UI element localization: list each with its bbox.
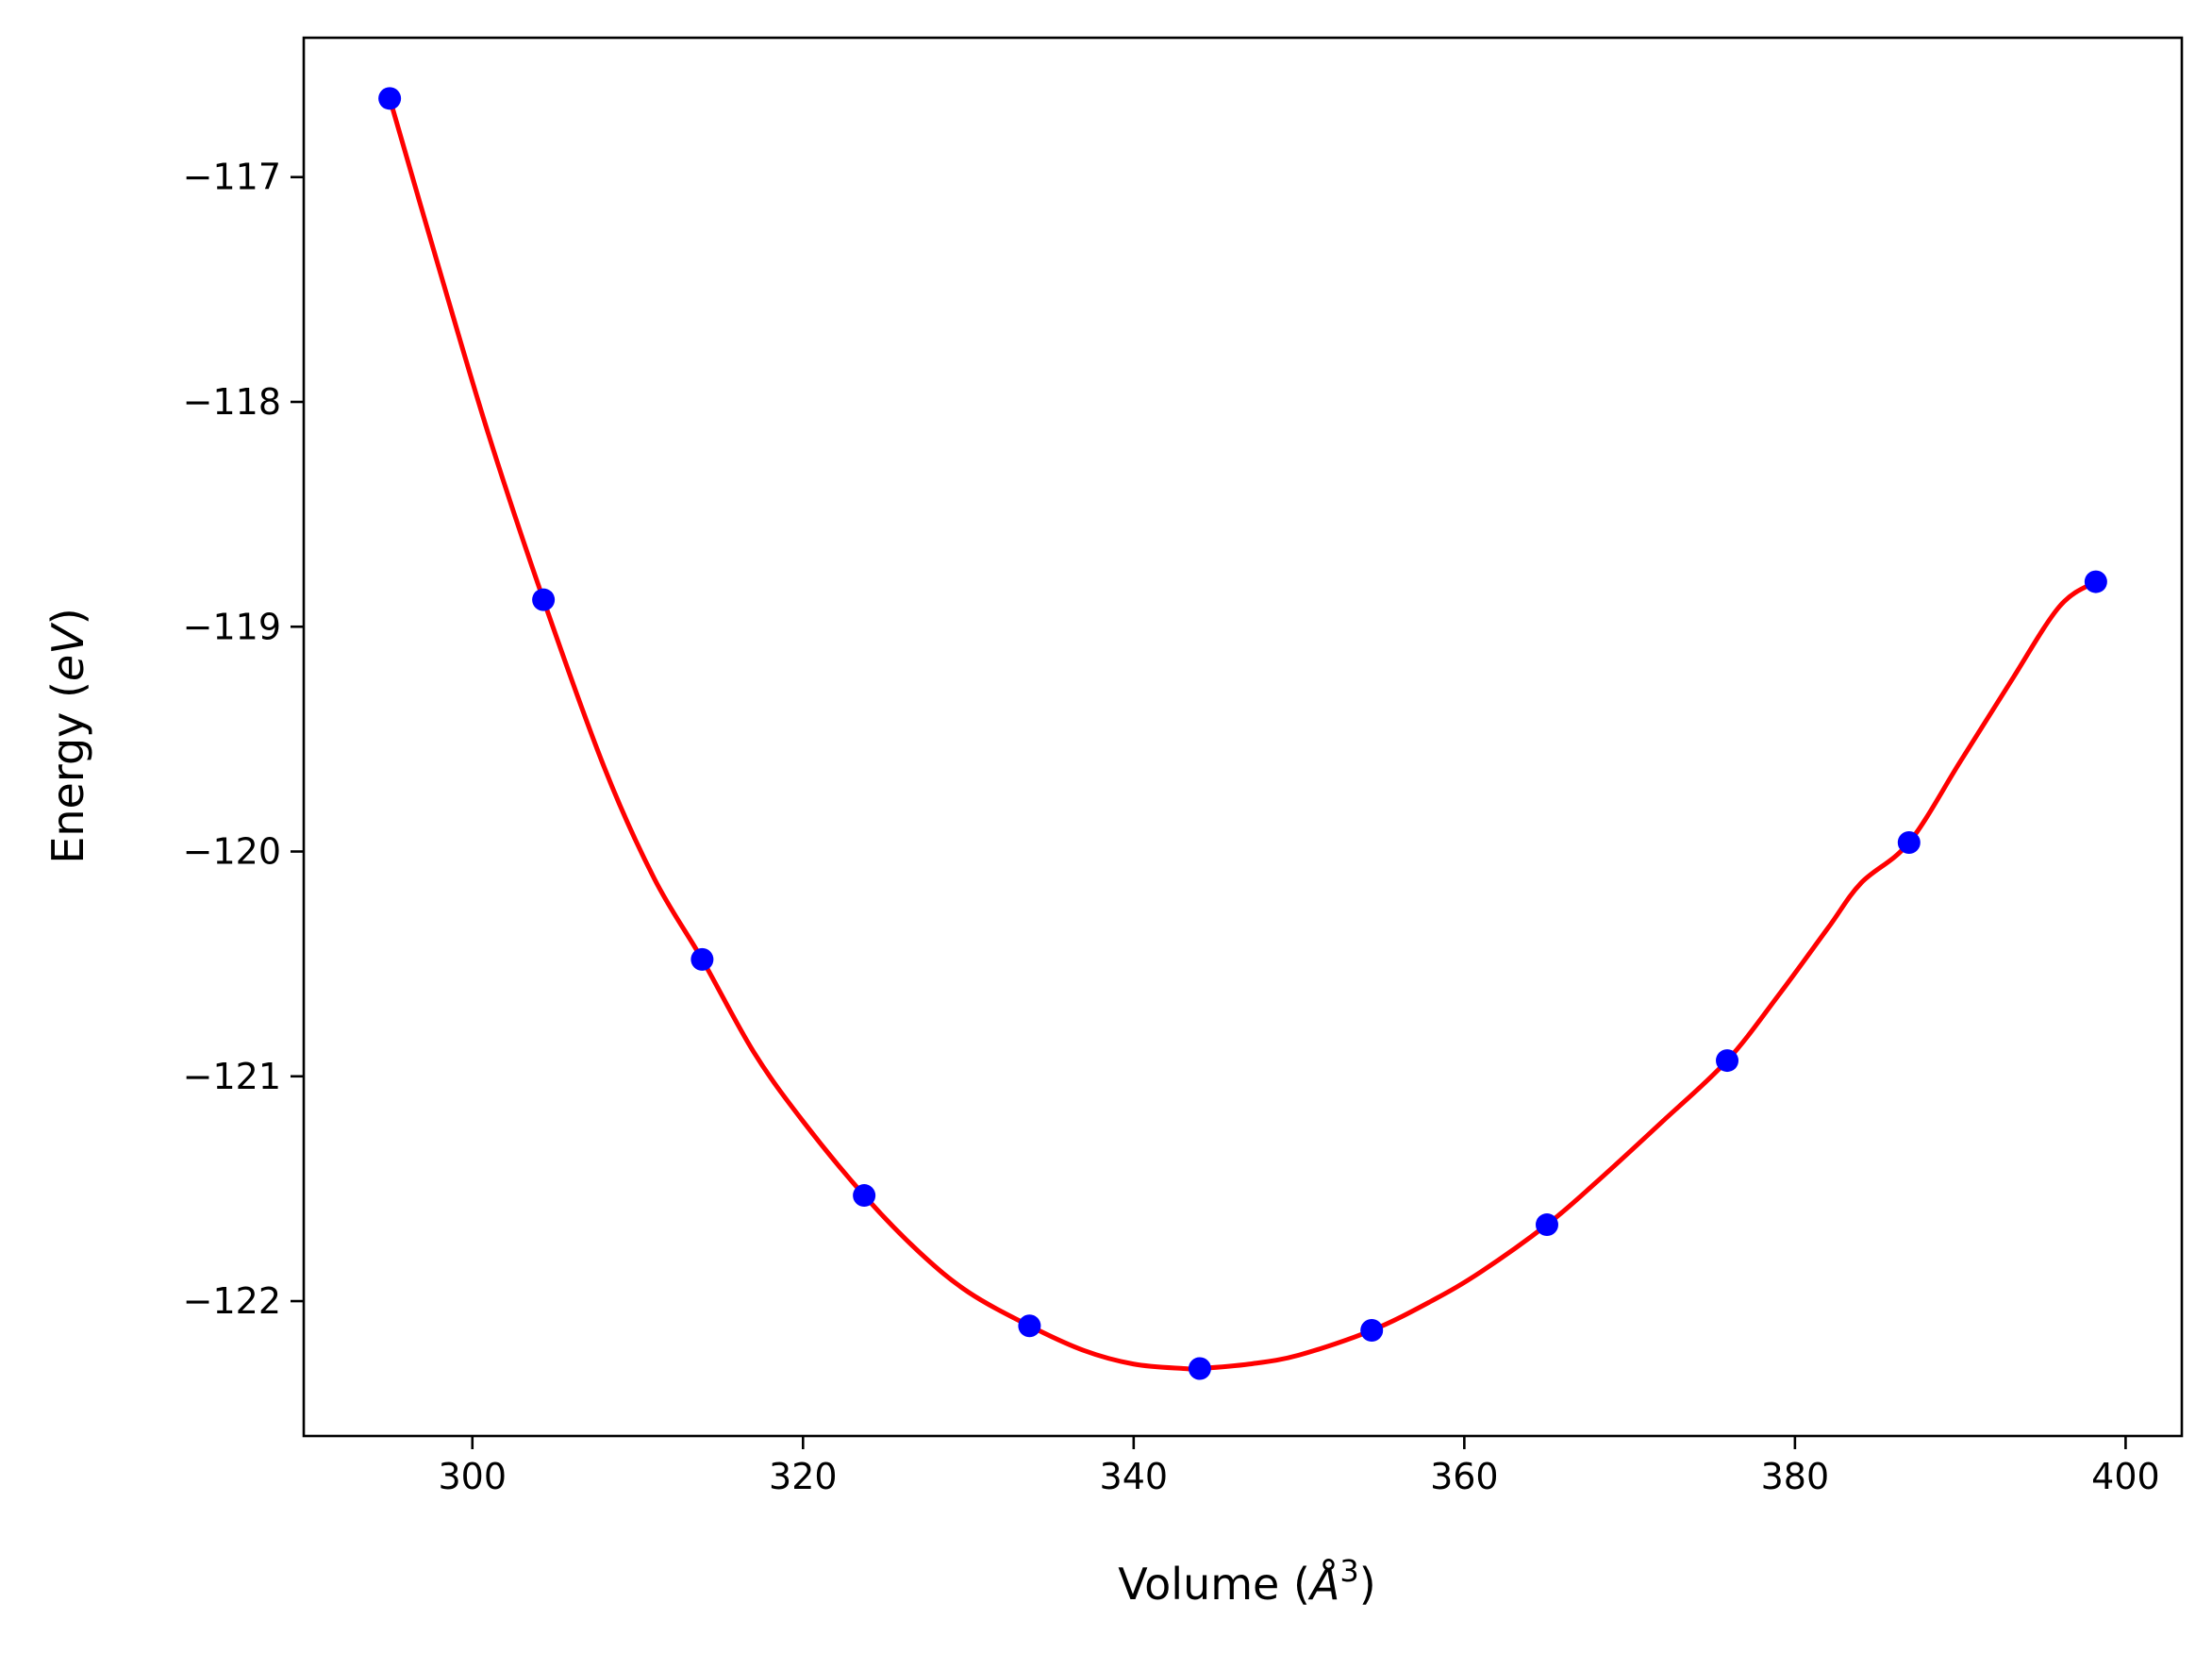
y-tick-label: −120: [183, 831, 281, 873]
data-point: [1188, 1357, 1211, 1380]
y-tick-label: −122: [183, 1280, 281, 1322]
x-tick-label: 400: [2091, 1456, 2160, 1497]
y-tick-label: −119: [183, 606, 281, 647]
data-point: [1018, 1314, 1041, 1338]
x-tick-label: 340: [1100, 1456, 1169, 1497]
data-point: [1897, 830, 1921, 854]
plot-frame: [302, 36, 2184, 1438]
x-axis-label: Volume (Å3): [1118, 1553, 1375, 1610]
x-tick-label: 360: [1430, 1456, 1499, 1497]
data-point: [2084, 570, 2107, 593]
y-tick-label: −117: [183, 157, 281, 198]
x-tick-label: 380: [1761, 1456, 1830, 1497]
y-axis-label-text: Energy: [42, 712, 93, 864]
x-tick-label: 320: [769, 1456, 838, 1497]
data-point: [690, 947, 714, 971]
y-tick-label: −121: [183, 1056, 281, 1097]
data-point: [532, 588, 556, 611]
y-axis-label: Energy (eV): [42, 608, 93, 863]
data-point: [853, 1184, 876, 1208]
y-tick-label: −118: [183, 381, 281, 423]
x-axis-unit: Å: [1307, 1559, 1339, 1610]
data-point: [1360, 1319, 1384, 1343]
data-point: [378, 87, 402, 110]
x-axis-label-text: Volume: [1118, 1559, 1279, 1610]
data-point: [1535, 1213, 1558, 1237]
y-axis-unit: eV: [42, 622, 93, 681]
x-axis-unit-exponent: 3: [1339, 1553, 1358, 1589]
plot-area: [304, 38, 2182, 1436]
x-tick-label: 300: [439, 1456, 507, 1497]
data-point: [1716, 1049, 1739, 1073]
